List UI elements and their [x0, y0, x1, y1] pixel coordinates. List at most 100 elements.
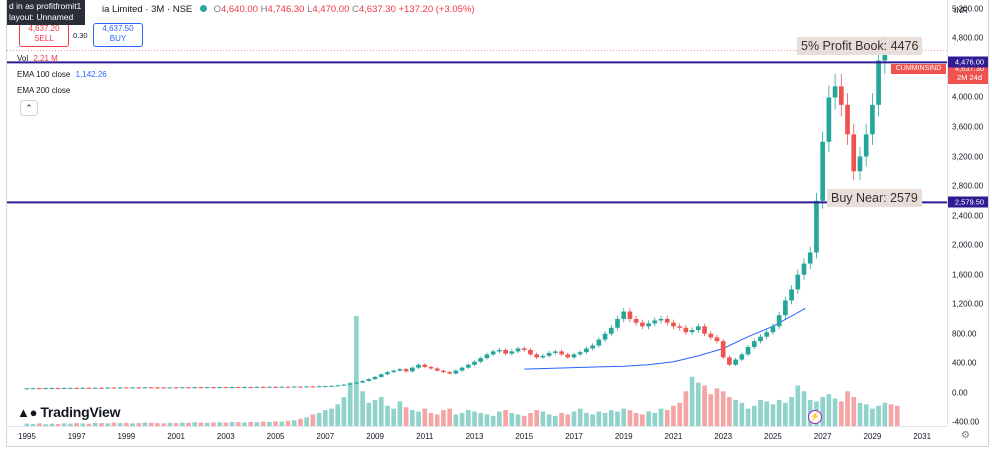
volume-bar [248, 421, 254, 426]
volume-bar [260, 421, 266, 426]
candle-body [161, 387, 166, 389]
candle-body [422, 364, 428, 367]
volume-bar [447, 408, 452, 426]
candle-body [845, 104, 850, 135]
volume-bar [708, 394, 714, 426]
price-tick-label: -400.00 [952, 417, 980, 427]
candlestick-chart[interactable] [7, 0, 947, 426]
volume-bar [720, 391, 726, 426]
candle-body [360, 380, 365, 383]
candle-body [764, 332, 770, 337]
lightning-icon[interactable]: ⚡ [808, 410, 822, 424]
profit-annotation[interactable]: 5% Profit Book: 4476 [797, 37, 923, 55]
ema100-indicator[interactable]: EMA 100 close 1,142.26 [17, 70, 107, 79]
volume-bar [577, 408, 583, 426]
volume-bar [783, 402, 788, 426]
volume-bar [776, 399, 782, 426]
volume-bar [789, 397, 794, 426]
tradingview-logo[interactable]: ▲● TradingView [17, 404, 121, 420]
price-tick-label: 5,200.00 [952, 4, 984, 14]
buy-button[interactable]: 4,637.50 BUY [93, 23, 143, 47]
candle-body [671, 322, 676, 327]
volume-bar [173, 423, 179, 426]
volume-bar [689, 376, 695, 426]
candle-body [235, 387, 241, 389]
volume-bar [888, 404, 894, 426]
candle-body [627, 311, 633, 319]
volume-bar [621, 408, 627, 426]
symbol-price-tag: CUMMINSIND [891, 64, 946, 74]
candle-body [347, 383, 353, 385]
volume-bar [838, 401, 844, 426]
price-tick-label: 800.00 [952, 329, 977, 339]
candle-body [204, 387, 210, 389]
volume-bar [80, 423, 86, 426]
volume-bar [36, 423, 42, 426]
volume-bar [347, 382, 353, 426]
volume-bar [820, 397, 825, 426]
candle-body [410, 367, 415, 372]
volume-bar [341, 397, 347, 426]
volume-bar [434, 414, 440, 426]
plot-area[interactable]: d in as profitfromit1 layout: Unnamed ia… [7, 0, 947, 426]
user-tooltip: d in as profitfromit1 layout: Unnamed [7, 0, 86, 25]
candle-body [584, 348, 589, 353]
volume-bar [235, 422, 241, 426]
volume-bar [223, 422, 229, 426]
ohlc-c: 4,637.30 [358, 4, 396, 15]
candle-body [714, 337, 720, 342]
volume-bar [43, 424, 48, 426]
ema200-indicator[interactable]: EMA 200 close [17, 86, 70, 95]
volume-bar [416, 411, 421, 426]
volume-bar [136, 423, 142, 426]
time-tick-label: 2001 [167, 432, 185, 441]
volume-bar [553, 415, 558, 426]
candle-body [708, 333, 714, 338]
symbol-title[interactable]: ia Limited · 3M · NSE [102, 4, 193, 15]
candle-body [695, 326, 701, 331]
volume-bar [68, 423, 73, 426]
candle-body [198, 387, 204, 389]
volume-bar [124, 422, 129, 426]
currency-label[interactable]: INR [954, 6, 968, 15]
collapse-legend-button[interactable]: ⌃ [20, 100, 38, 116]
volume-bar [484, 414, 490, 426]
volume-bar [24, 423, 30, 426]
time-tick-label: 2019 [614, 432, 633, 441]
volume-bar [211, 422, 216, 426]
buy-annotation[interactable]: Buy Near: 2579 [827, 189, 922, 207]
volume-bar [683, 391, 689, 426]
volume-bar [497, 411, 502, 426]
candle-body [521, 348, 527, 350]
volume-bar [204, 422, 210, 426]
candle-body [497, 349, 502, 352]
candle-body [515, 348, 521, 352]
candle-body [136, 387, 142, 389]
candle-body [167, 387, 173, 389]
volume-bar [428, 412, 434, 426]
volume-bar [515, 414, 521, 426]
tv-logo-text: TradingView [40, 404, 121, 420]
sell-button[interactable]: 4,637.20 SELL [19, 23, 69, 47]
candle-body [490, 351, 496, 355]
price-axis[interactable]: INR 5,200.004,800.004,400.004,000.003,60… [947, 0, 988, 427]
candle-body [24, 388, 30, 390]
candle-body [621, 311, 627, 319]
candle-body [739, 354, 745, 360]
candle-body [820, 141, 825, 201]
volume-bar [565, 414, 571, 426]
candle-body [322, 386, 328, 388]
candle-body [727, 357, 732, 365]
settings-gear-icon[interactable]: ⚙ [961, 430, 970, 441]
volume-bar [198, 422, 204, 426]
volume-bar [86, 423, 92, 426]
volume-bar [702, 385, 707, 426]
volume-indicator[interactable]: Vol 2.21 M [17, 54, 58, 63]
time-axis[interactable]: 1995 1997 1999 2001 2003 2005 2007 2009 2011 2013… [7, 426, 947, 446]
volume-bar [291, 420, 297, 426]
candle-body [646, 323, 651, 327]
candle-body [242, 386, 247, 388]
ema100-line [524, 308, 806, 370]
volume-bar [465, 410, 471, 426]
candle-body [826, 97, 832, 142]
